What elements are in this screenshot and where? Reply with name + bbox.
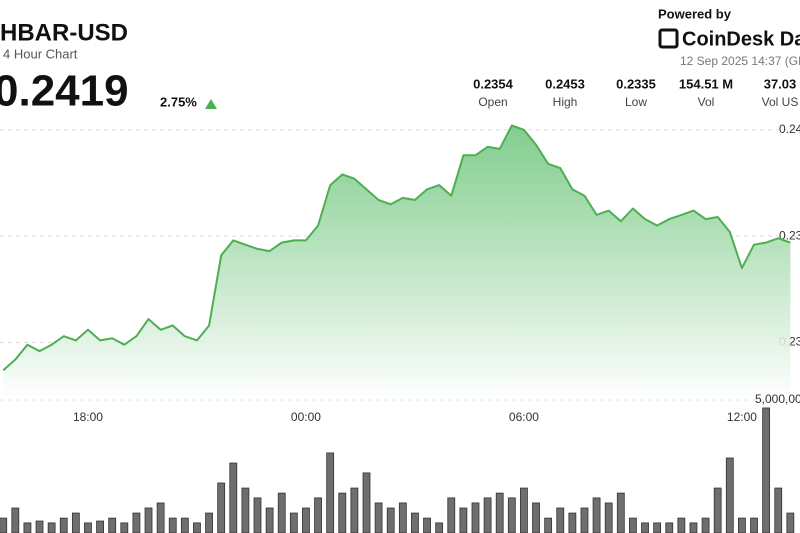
volume-bar (253, 497, 262, 533)
volume-bar (71, 512, 80, 533)
volume-bar (689, 522, 698, 533)
x-tick-label: 00:00 (291, 410, 321, 424)
stat-label: High (553, 95, 578, 109)
volume-bar (168, 517, 177, 533)
price: 0.2419 (0, 67, 129, 116)
area-fill (3, 125, 791, 400)
volume-bar (398, 502, 407, 533)
stat-label: Vol (698, 95, 715, 109)
volume-bar (435, 522, 444, 533)
volume-bar (144, 507, 153, 533)
change: 2.75% (160, 94, 197, 109)
title: HBAR-USD (0, 19, 128, 46)
stat-label: Low (625, 95, 647, 109)
x-tick-label: 06:00 (509, 410, 539, 424)
powered-by: Powered by (658, 6, 732, 21)
volume-bar (362, 472, 371, 533)
volume-bar (762, 407, 771, 533)
volume-bar (0, 517, 8, 533)
y-tick-label: 0.235 (779, 228, 800, 242)
price-line (2, 124, 791, 371)
volume-bar (205, 512, 213, 533)
volume-bar (241, 487, 250, 533)
volume-bar (277, 492, 286, 533)
stat-value: 37.03 (764, 76, 797, 91)
volume-bar (338, 492, 347, 533)
volume-bar (302, 507, 310, 533)
volume-bar (616, 492, 625, 533)
volume-bar (156, 502, 165, 533)
volume-bar (423, 517, 431, 533)
volume-bar (289, 512, 298, 533)
volume-bar (580, 507, 589, 533)
volume-bar (532, 502, 540, 533)
timestamp: 12 Sep 2025 14:37 (GMT (680, 54, 800, 68)
volume-bar (495, 492, 504, 533)
volume-bar (471, 502, 480, 533)
volume-bar (544, 517, 553, 533)
brand-logo (658, 28, 679, 49)
volume-bar (786, 512, 795, 533)
volume-bar (314, 497, 322, 533)
volume-bar (641, 522, 649, 533)
volume-bar (459, 507, 468, 533)
volume-bar (96, 520, 104, 533)
volume-bar (23, 522, 32, 533)
y-tick-label: 0.24 (779, 122, 800, 136)
volume-bar (738, 517, 746, 533)
volume-bar (713, 487, 722, 533)
volume-bar (11, 507, 20, 533)
volume-bar (556, 507, 565, 533)
stat-label: Vol US (762, 95, 799, 109)
volume-bar (326, 452, 335, 533)
volume-bar (725, 457, 734, 533)
volume-bar (120, 522, 129, 533)
volume-bar (701, 517, 710, 533)
volume-bar (677, 517, 686, 533)
volume-bar (520, 487, 528, 533)
volume-bar (447, 497, 456, 533)
volume-bar (411, 512, 419, 533)
volume-bar (180, 517, 189, 533)
y-tick-label: 5,000,000 (755, 392, 800, 406)
volume-bar (35, 520, 44, 533)
volume-bar (592, 497, 601, 533)
stat-label: Open (478, 95, 507, 109)
volume-bar (47, 522, 56, 533)
volume-bar (265, 507, 274, 533)
volume-bar (665, 522, 674, 533)
volume-bar (59, 517, 68, 533)
volume-bar (750, 517, 758, 533)
volume-bar (483, 497, 492, 533)
volume-bar (374, 502, 383, 533)
x-tick-label: 18:00 (73, 410, 103, 424)
stat-value: 0.2335 (616, 76, 656, 91)
volume-bar (84, 522, 92, 533)
up-arrow (205, 99, 217, 109)
volume-bar (386, 507, 395, 533)
volume-bar (229, 462, 238, 533)
volume-bar (653, 522, 662, 533)
volume-bar (774, 487, 783, 533)
x-tick-label: 12:00 (727, 410, 757, 424)
volume-bar (507, 497, 516, 533)
stat-value: 0.2354 (473, 76, 514, 91)
volume-bar (132, 512, 141, 533)
volume-bar (350, 487, 359, 533)
volume-bar (568, 512, 577, 533)
volume-bar (108, 517, 117, 533)
stat-value: 154.51 M (679, 76, 733, 91)
subtitle: 4 Hour Chart (3, 46, 78, 61)
brand: CoinDesk Dat (682, 28, 800, 50)
volume-bar (193, 522, 201, 533)
volume-bar (217, 482, 226, 533)
stat-value: 0.2453 (545, 76, 585, 91)
volume-bar (629, 517, 637, 533)
volume-bar (604, 502, 613, 533)
